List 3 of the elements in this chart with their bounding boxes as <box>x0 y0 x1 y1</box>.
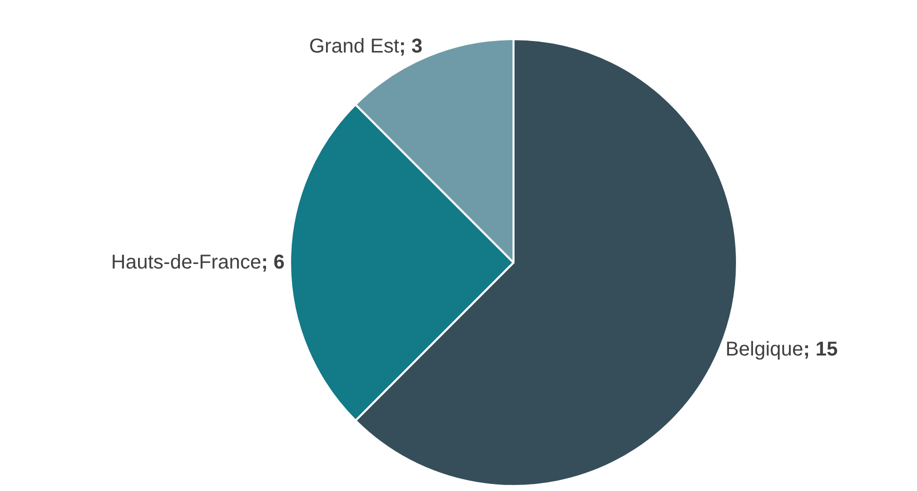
data-label: ; 3 <box>399 36 423 58</box>
data-label: ; 6 <box>261 252 285 274</box>
data-label: ; 15 <box>803 338 838 361</box>
